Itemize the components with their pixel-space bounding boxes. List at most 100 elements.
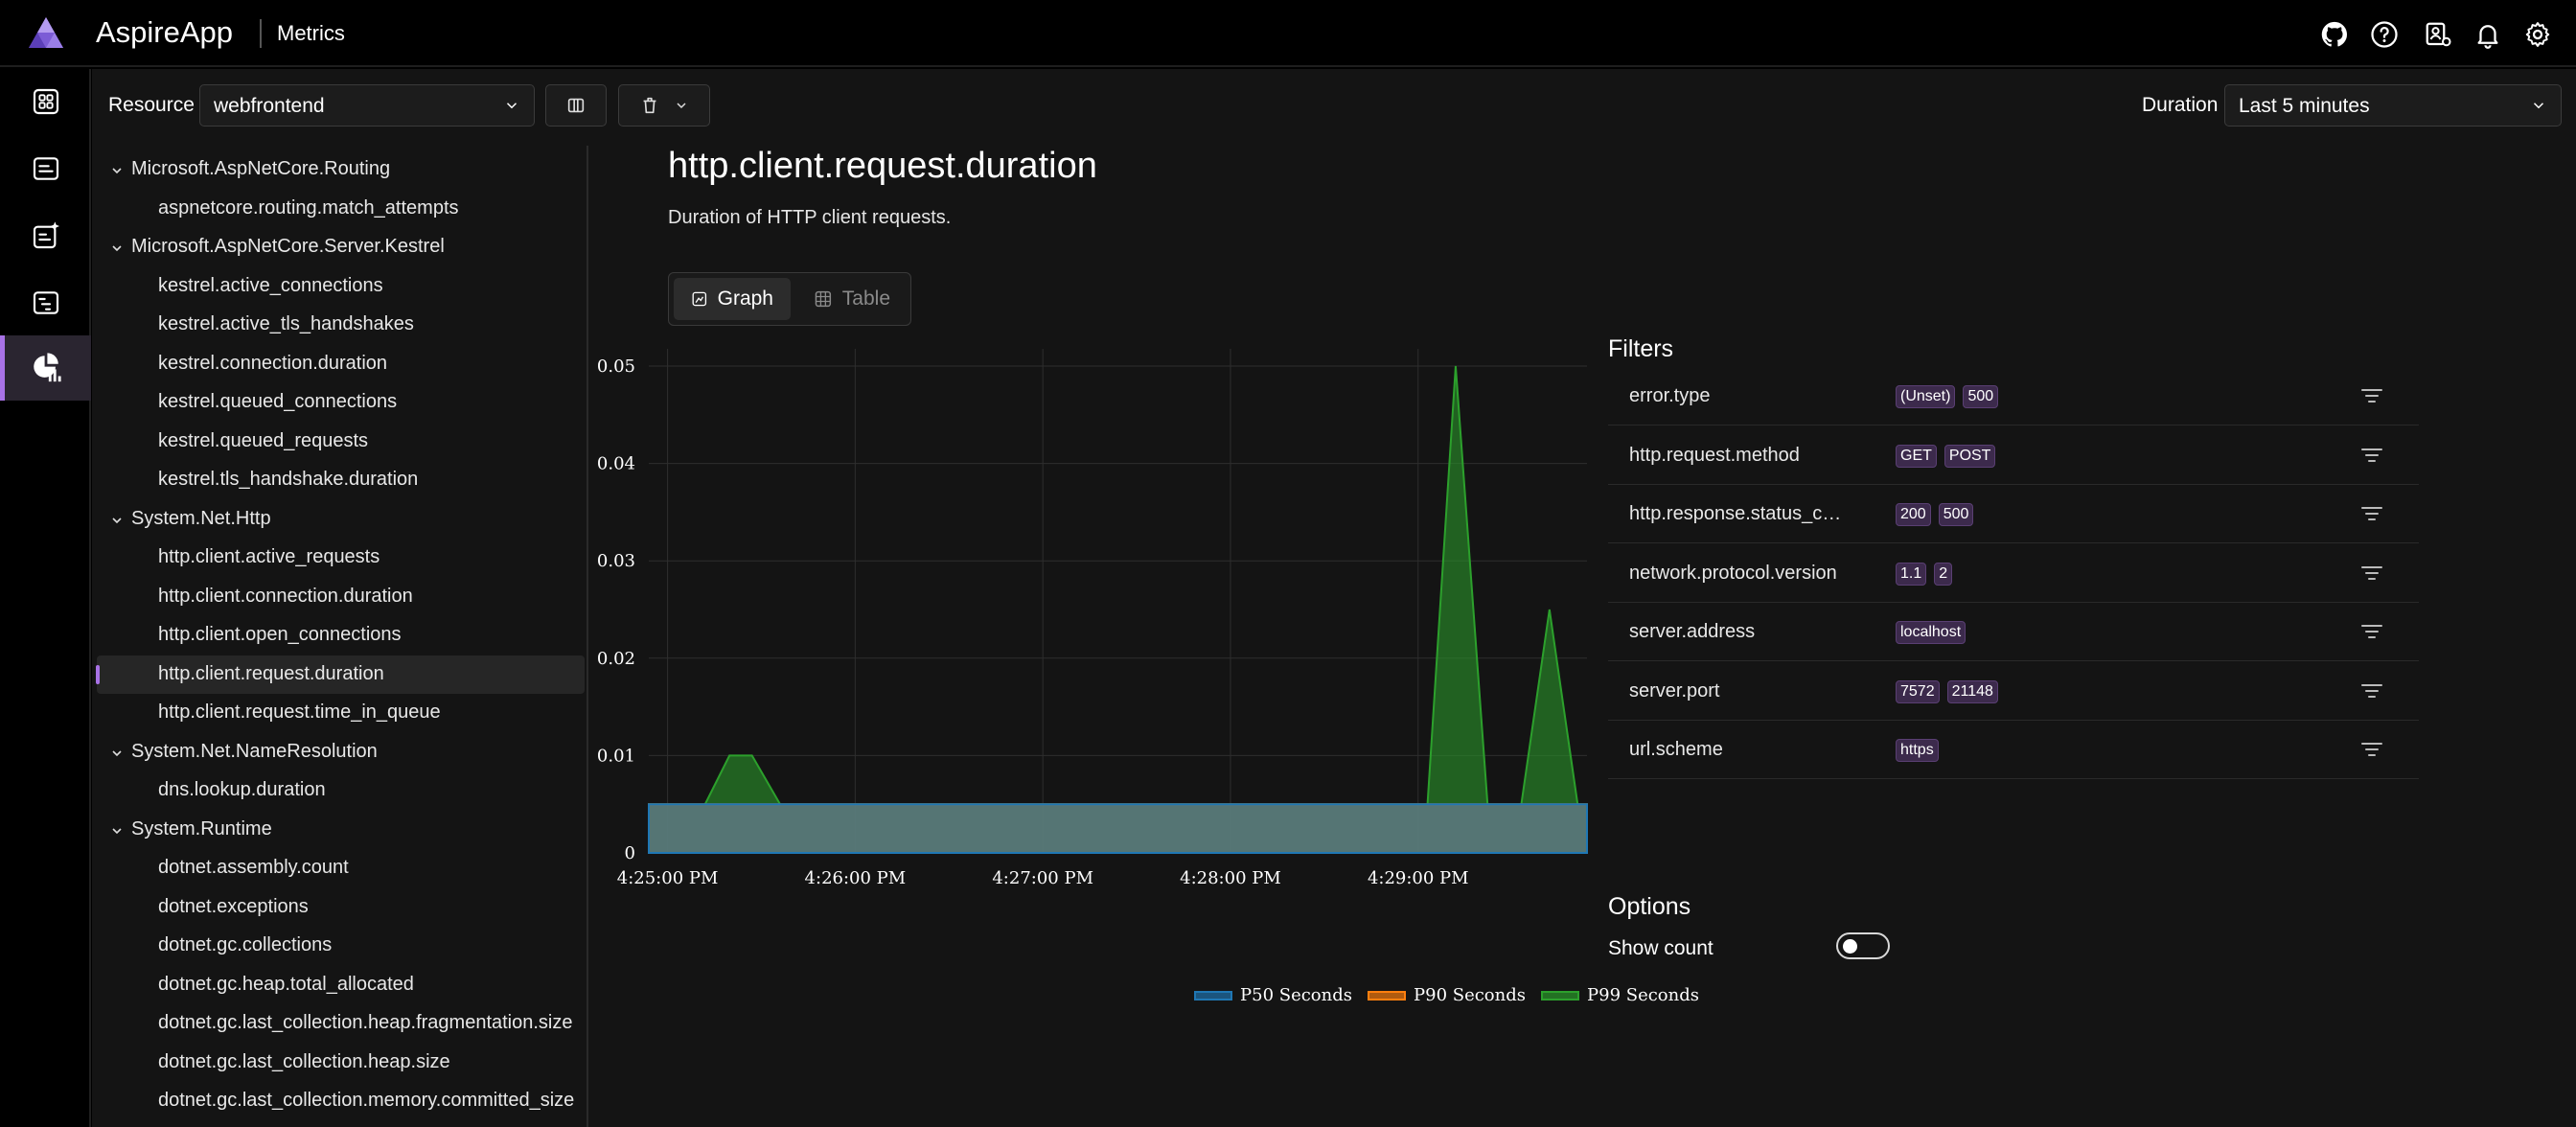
legend-item[interactable]: P50 Seconds (1194, 985, 1352, 1005)
duration-select-value: Last 5 minutes (2239, 95, 2370, 117)
nav-metrics[interactable] (0, 335, 91, 401)
tree-group[interactable]: Microsoft.AspNetCore.Routing (92, 150, 586, 189)
tree-group-label: System.Net.Http (131, 507, 271, 529)
tab-table[interactable]: Table (796, 278, 908, 320)
tree-item-label: dotnet.assembly.count (158, 857, 349, 878)
tree-item[interactable]: dotnet.assembly.count (92, 849, 585, 887)
resource-select-value: webfrontend (214, 95, 325, 117)
aspire-logo-icon[interactable] (27, 15, 65, 50)
tree-item-label: kestrel.queued_connections (158, 391, 398, 412)
tree-item-label: aspnetcore.routing.match_attempts (158, 196, 459, 218)
x-tick-label: 4:28:00 PM (1180, 868, 1281, 888)
settings-profile-icon[interactable] (2421, 17, 2455, 52)
tree-item[interactable]: kestrel.active_tls_handshakes (92, 306, 585, 344)
tree-item[interactable]: http.client.request.duration (96, 655, 585, 694)
tree-item[interactable]: dns.lookup.duration (92, 771, 585, 810)
header-divider (260, 19, 262, 48)
filter-icon (2361, 625, 2382, 638)
tree-item-label: http.client.request.duration (158, 662, 384, 684)
tree-item[interactable]: dotnet.gc.last_collection.heap.size (92, 1044, 585, 1082)
chevron-down-icon[interactable] (109, 745, 125, 767)
filter-icon (2361, 683, 2382, 698)
tree-item[interactable]: dotnet.exceptions (92, 888, 585, 927)
app-name[interactable]: AspireApp (96, 15, 234, 49)
filter-button[interactable] (2359, 385, 2384, 406)
tree-item[interactable]: kestrel.tls_handshake.duration (92, 461, 585, 499)
nav-console-logs[interactable] (0, 136, 91, 201)
notifications-icon[interactable] (2471, 17, 2505, 52)
legend-item[interactable]: P90 Seconds (1368, 985, 1526, 1005)
chart-icon (692, 291, 707, 307)
chevron-down-icon[interactable] (109, 512, 125, 534)
filter-values: localhost (1896, 621, 1966, 644)
help-icon[interactable] (2367, 17, 2402, 52)
tree-item[interactable]: dotnet.gc.collections (92, 927, 585, 965)
filter-button[interactable] (2359, 503, 2384, 524)
filter-values: 1.1 2 (1896, 562, 1953, 586)
chart-legend: P50 Seconds P90 Seconds P99 Seconds (1194, 985, 1699, 1005)
filter-button[interactable] (2359, 563, 2384, 584)
metrics-tree: Microsoft.AspNetCore.Routing aspnetcore.r… (92, 146, 588, 1127)
github-icon[interactable] (2317, 17, 2352, 52)
series-area-2 (648, 365, 1588, 854)
tree-item[interactable]: http.client.request.time_in_queue (92, 694, 585, 732)
filter-value-chip: localhost (1896, 621, 1966, 644)
tree-item[interactable]: dotnet.gc.last_collection.memory.committ… (92, 1082, 585, 1120)
resource-select[interactable]: webfrontend (199, 84, 535, 126)
tree-item[interactable]: kestrel.active_connections (92, 267, 585, 306)
y-tick-label: 0.03 (597, 551, 635, 571)
options-title: Options (1608, 893, 1691, 920)
metric-chart: 0 0.01 0.02 0.03 0.04 0.05 4:25:00 PM 4:26:00 P… (597, 349, 1588, 888)
trash-icon (643, 97, 656, 114)
main-panel: Resource webfrontend Duration Last 5 min… (92, 69, 2576, 1127)
chevron-down-icon[interactable] (109, 162, 125, 184)
tree-group[interactable]: System.Runtime (92, 811, 586, 849)
remove-data-button[interactable] (618, 84, 710, 126)
tree-item[interactable]: dotnet.gc.last_collection.heap.fragmenta… (92, 1004, 585, 1043)
toggle-panel-button[interactable] (545, 84, 607, 126)
filter-button[interactable] (2359, 739, 2384, 760)
tree-item-label: dotnet.gc.last_collection.memory.committ… (158, 1090, 575, 1111)
tree-group[interactable]: System.Net.Http (92, 500, 586, 539)
tree-item[interactable]: dotnet.gc.heap.total_allocated (92, 966, 585, 1004)
y-tick-label: 0.01 (597, 746, 635, 766)
tree-item[interactable]: http.client.connection.duration (92, 578, 585, 616)
filter-button[interactable] (2359, 621, 2384, 642)
tab-graph[interactable]: Graph (674, 278, 791, 320)
top-bar: AspireApp Metrics (0, 0, 2576, 67)
filter-value-chip: 1.1 (1896, 562, 1927, 586)
filter-value-chip: 500 (1963, 385, 1999, 408)
tree-item[interactable]: kestrel.queued_requests (92, 423, 585, 461)
nav-resources[interactable] (0, 69, 91, 134)
filter-row: server.port 7572 21148 (1608, 663, 2419, 721)
filter-icon (2361, 507, 2382, 520)
duration-select[interactable]: Last 5 minutes (2224, 84, 2562, 126)
nav-traces[interactable] (0, 270, 91, 335)
tree-group[interactable]: Microsoft.AspNetCore.Server.Kestrel (92, 228, 586, 266)
nav-structured-logs[interactable] (0, 203, 91, 268)
x-tick-label: 4:27:00 PM (992, 868, 1093, 888)
tree-item-label: http.client.connection.duration (158, 585, 413, 607)
tree-item[interactable]: http.client.active_requests (92, 539, 585, 577)
chevron-down-icon[interactable] (109, 822, 125, 844)
metric-detail: http.client.request.duration Duration of… (590, 146, 2576, 1127)
tree-item[interactable]: kestrel.connection.duration (92, 345, 585, 383)
tree-item-label: kestrel.queued_requests (158, 429, 369, 451)
tree-item-label: dotnet.gc.heap.total_allocated (158, 973, 414, 995)
filter-button[interactable] (2359, 680, 2384, 702)
filter-button[interactable] (2359, 445, 2384, 466)
show-count-toggle[interactable] (1836, 932, 1890, 959)
legend-label: P99 Seconds (1587, 985, 1699, 1005)
tree-item[interactable]: http.client.open_connections (92, 616, 585, 655)
tree-item[interactable]: kestrel.queued_connections (92, 383, 585, 422)
tree-item[interactable]: aspnetcore.routing.match_attempts (92, 190, 585, 228)
filter-value-chip: POST (1944, 444, 1996, 468)
filter-name: server.port (1629, 679, 1720, 702)
series-area-0 (648, 803, 1588, 854)
legend-item[interactable]: P99 Seconds (1541, 985, 1699, 1005)
settings-icon[interactable] (2520, 17, 2555, 52)
tree-group[interactable]: System.Net.NameResolution (92, 733, 586, 771)
legend-label: P50 Seconds (1240, 985, 1352, 1005)
toolbar: Resource webfrontend Duration Last 5 min… (92, 69, 2576, 146)
chevron-down-icon[interactable] (109, 240, 125, 262)
